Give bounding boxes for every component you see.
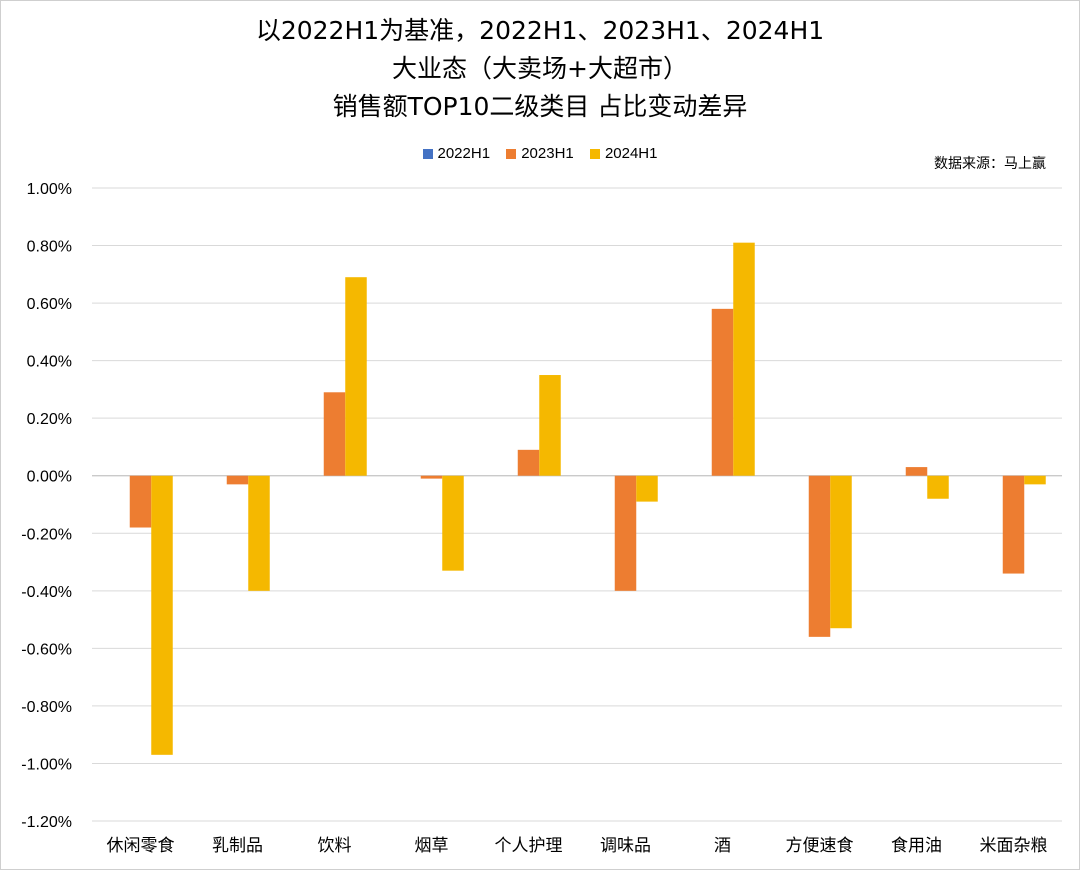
bar-2023h1-4 bbox=[517, 449, 540, 476]
legend-swatch-2022h1 bbox=[422, 148, 433, 159]
x-category-label: 休闲零食 bbox=[107, 836, 175, 856]
legend-item-2023h1: 2023H1 bbox=[506, 145, 574, 162]
bar-2023h1-5 bbox=[614, 475, 637, 591]
title-line-2: 大业态（大卖场+大超市） bbox=[392, 54, 688, 83]
y-tick-label: -0.80% bbox=[21, 699, 72, 716]
legend-label-2023h1: 2023H1 bbox=[521, 145, 574, 162]
legend-label-2024h1: 2024H1 bbox=[604, 145, 658, 162]
legend-label-2022h1: 2022H1 bbox=[437, 145, 491, 162]
x-category-label: 烟草 bbox=[415, 836, 449, 856]
bar-2023h1-2 bbox=[323, 392, 346, 476]
bar-2024h1-3 bbox=[442, 475, 464, 571]
bar-2023h1-8 bbox=[905, 467, 928, 476]
y-tick-label: -0.40% bbox=[21, 584, 72, 601]
title-line-3: 销售额TOP10二级类目 占比变动差异 bbox=[332, 92, 748, 121]
legend: 2022H1 2023H1 2024H1 bbox=[0, 145, 1080, 165]
legend-item-2024h1: 2024H1 bbox=[589, 145, 658, 162]
x-category-label: 酒 bbox=[714, 836, 731, 856]
bar-2023h1-1 bbox=[226, 475, 249, 485]
bar-2024h1-2 bbox=[345, 277, 367, 476]
x-category-label: 食用油 bbox=[891, 836, 942, 856]
bar-2024h1-8 bbox=[927, 475, 949, 499]
bar-2024h1-5 bbox=[636, 475, 658, 502]
bar-2024h1-4 bbox=[539, 375, 561, 476]
legend-swatch-2023h1 bbox=[506, 148, 517, 159]
bar-2023h1-9 bbox=[1002, 475, 1025, 574]
y-tick-label: -0.60% bbox=[21, 641, 72, 658]
bar-2024h1-0 bbox=[151, 475, 173, 755]
data-source-note: 数据来源：马上赢 bbox=[934, 156, 1046, 172]
y-tick-label: -1.00% bbox=[21, 756, 72, 773]
x-category-label: 方便速食 bbox=[786, 836, 854, 856]
x-category-label: 乳制品 bbox=[212, 836, 263, 856]
y-tick-label: 0.80% bbox=[27, 239, 72, 256]
bar-2024h1-7 bbox=[830, 475, 852, 629]
legend-swatch-2024h1 bbox=[589, 148, 600, 159]
y-tick-label: 1.00% bbox=[27, 181, 72, 198]
bar-2024h1-1 bbox=[248, 475, 270, 591]
x-category-label: 饮料 bbox=[318, 836, 352, 856]
bar-2023h1-7 bbox=[808, 475, 831, 637]
bar-2024h1-9 bbox=[1024, 475, 1046, 485]
bar-2024h1-6 bbox=[733, 242, 755, 476]
title-line-1: 以2022H1为基准，2022H1、2023H1、2024H1 bbox=[255, 16, 825, 45]
legend-item-2022h1: 2022H1 bbox=[422, 145, 491, 162]
x-category-label: 米面杂粮 bbox=[980, 836, 1048, 856]
bar-2023h1-3 bbox=[420, 475, 443, 479]
x-category-label: 调味品 bbox=[600, 836, 651, 856]
y-tick-label: -0.20% bbox=[21, 526, 72, 543]
y-tick-label: -1.20% bbox=[21, 814, 72, 831]
bar-2023h1-6 bbox=[711, 308, 734, 476]
y-tick-label: 0.60% bbox=[27, 296, 72, 313]
x-category-label: 个人护理 bbox=[495, 836, 563, 856]
y-tick-label: 0.00% bbox=[27, 469, 72, 486]
y-tick-label: 0.20% bbox=[27, 411, 72, 428]
bar-2023h1-0 bbox=[129, 475, 152, 528]
y-tick-label: 0.40% bbox=[27, 354, 72, 371]
chart-title: 以2022H1为基准，2022H1、2023H1、2024H1 大业态（大卖场+… bbox=[0, 12, 1080, 126]
